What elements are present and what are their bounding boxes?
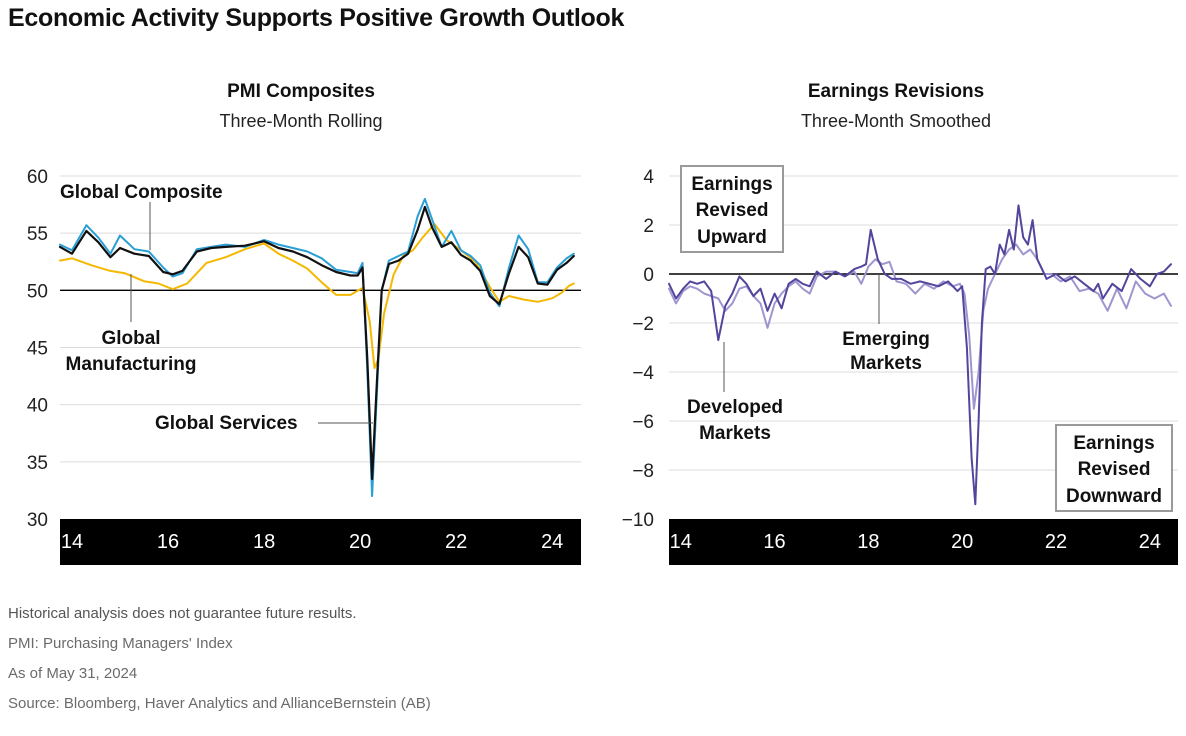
y-tick-label: 35 xyxy=(27,453,48,474)
upward-box xyxy=(680,165,784,253)
y-tick-label: 2 xyxy=(643,216,654,237)
global-manufacturing-label-line2: Manufacturing xyxy=(66,354,197,375)
headline: Economic Activity Supports Positive Grow… xyxy=(8,4,625,32)
y-tick-label: 50 xyxy=(27,281,48,302)
y-tick-label: 0 xyxy=(643,265,654,286)
global-composite-line xyxy=(58,205,575,481)
emerging-markets-label-line1: Emerging xyxy=(842,329,930,350)
x-axis-band xyxy=(60,519,581,565)
x-tick-label: 20 xyxy=(951,531,973,553)
y-tick-label: −2 xyxy=(632,314,654,335)
footnote-as-of: As of May 31, 2024 xyxy=(8,665,138,682)
developed-markets-line xyxy=(668,204,1172,506)
pmi-chart-subtitle: Three-Month Rolling xyxy=(219,111,383,131)
global-services-label: Global Services xyxy=(155,413,298,434)
y-tick-label: −10 xyxy=(622,510,654,531)
x-tick-label: 24 xyxy=(541,531,563,553)
y-tick-label: 30 xyxy=(27,510,48,531)
downward-box xyxy=(1055,424,1173,512)
pmi-chart-title: PMI Composites xyxy=(227,81,375,102)
emerging-markets-label-line2: Markets xyxy=(850,353,922,374)
upward-label-line2: Revised xyxy=(696,200,769,221)
x-tick-label: 24 xyxy=(1139,531,1161,553)
downward-label-line3: Downward xyxy=(1066,486,1162,507)
y-tick-label: 55 xyxy=(27,224,48,245)
pmi-composites-chart: 60 55 50 45 40 35 30 14 16 18 20 22 24 Global Compo… xyxy=(27,167,581,565)
footnote-source: Source: Bloomberg, Haver Analytics and A… xyxy=(8,695,431,712)
emerging-markets-line xyxy=(668,243,1172,410)
y-tick-label: −4 xyxy=(632,363,654,384)
global-manufacturing-line xyxy=(59,223,575,370)
downward-label-line1: Earnings xyxy=(1073,433,1154,454)
y-tick-label: 45 xyxy=(27,339,48,360)
downward-label-line2: Revised xyxy=(1078,459,1151,480)
earnings-revisions-chart: 420−2−4−6−8−10 14 16 18 20 22 24 Earnings Rev… xyxy=(622,165,1178,565)
x-tick-label: 18 xyxy=(253,531,275,553)
x-tick-label: 18 xyxy=(857,531,879,553)
global-composite-label: Global Composite xyxy=(60,182,223,203)
footnote-pmi-definition: PMI: Purchasing Managers' Index xyxy=(8,635,233,652)
y-tick-label: 40 xyxy=(27,396,48,417)
x-tick-label: 16 xyxy=(157,531,179,553)
x-tick-label: 14 xyxy=(61,531,83,553)
global-manufacturing-label-line1: Global xyxy=(101,328,160,349)
x-tick-label: 16 xyxy=(763,531,785,553)
y-tick-label: 4 xyxy=(643,167,654,188)
x-tick-label: 14 xyxy=(670,531,692,553)
earnings-chart-subtitle: Three-Month Smoothed xyxy=(800,111,992,131)
x-tick-label: 22 xyxy=(445,531,467,553)
upward-label-line1: Earnings xyxy=(691,174,772,195)
x-tick-label: 22 xyxy=(1045,531,1067,553)
earnings-chart-title: Earnings Revisions xyxy=(807,81,985,102)
x-tick-label: 20 xyxy=(349,531,371,553)
y-tick-label: −8 xyxy=(632,461,654,482)
developed-markets-label-line2: Markets xyxy=(699,423,771,444)
upward-label-line3: Upward xyxy=(697,227,767,248)
x-axis-band xyxy=(669,519,1178,565)
footnote-disclaimer: Historical analysis does not guarantee f… xyxy=(8,605,357,622)
y-tick-label: −6 xyxy=(632,412,654,433)
developed-markets-label-line1: Developed xyxy=(687,397,783,418)
y-tick-label: 60 xyxy=(27,167,48,188)
